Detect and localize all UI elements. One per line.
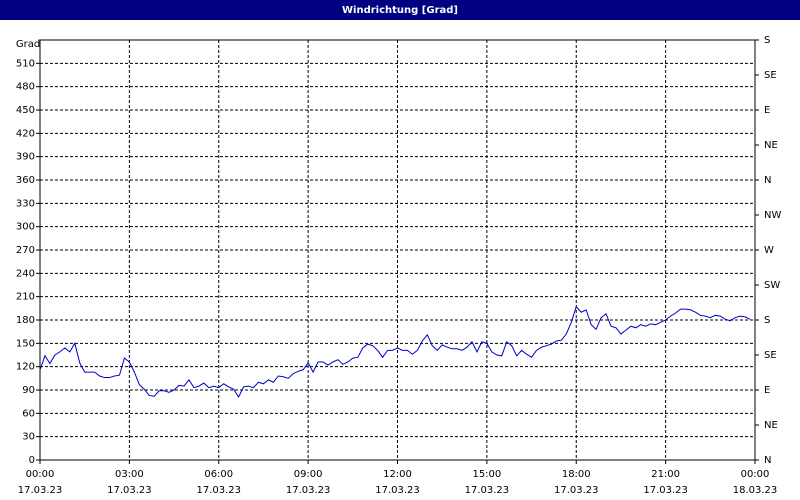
y2-tick-label: NW	[764, 210, 781, 221]
y2-tick-label: N	[764, 455, 771, 466]
y-tick-label: 270	[16, 245, 35, 256]
x-tick-label: 18:00	[562, 469, 591, 480]
x-tick-date: 17.03.23	[554, 485, 599, 496]
y2-tick-label: NE	[764, 420, 778, 431]
x-tick-label: 00:00	[741, 469, 770, 480]
y2-tick-label: NE	[764, 140, 778, 151]
y-tick-label: 0	[29, 455, 35, 466]
x-tick-date: 17.03.23	[643, 485, 688, 496]
y-tick-label: 120	[16, 362, 35, 373]
y-tick-label: 150	[16, 338, 35, 349]
y-tick-label: 300	[16, 222, 35, 233]
x-tick-date: 18.03.23	[733, 485, 778, 496]
x-tick-date: 17.03.23	[465, 485, 510, 496]
y-tick-label: 330	[16, 198, 35, 209]
y2-tick-label: SE	[764, 70, 777, 81]
title-bar	[0, 0, 800, 20]
x-tick-label: 12:00	[383, 469, 412, 480]
y2-tick-label: SW	[764, 280, 780, 291]
y-tick-label: 360	[16, 175, 35, 186]
x-tick-label: 03:00	[115, 469, 144, 480]
y2-tick-label: S	[764, 35, 770, 46]
y-tick-label: 450	[16, 105, 35, 116]
x-tick-date: 17.03.23	[18, 485, 63, 496]
x-tick-date: 17.03.23	[286, 485, 331, 496]
y-tick-label: 510	[16, 58, 35, 69]
y2-tick-label: W	[764, 245, 774, 256]
x-tick-label: 00:00	[26, 469, 55, 480]
x-tick-label: 15:00	[472, 469, 501, 480]
y2-tick-label: E	[764, 105, 770, 116]
y2-tick-label: E	[764, 385, 770, 396]
x-tick-date: 17.03.23	[107, 485, 152, 496]
y-axis-label: Grad	[16, 39, 40, 50]
y-tick-label: 60	[22, 408, 35, 419]
y-tick-label: 420	[16, 128, 35, 139]
data-line	[39, 305, 751, 399]
x-tick-date: 17.03.23	[196, 485, 241, 496]
y-tick-label: 180	[16, 315, 35, 326]
y2-tick-label: N	[764, 175, 771, 186]
y-tick-label: 240	[16, 268, 35, 279]
y-tick-label: 480	[16, 82, 35, 93]
x-tick-label: 21:00	[651, 469, 680, 480]
y-tick-label: 30	[22, 432, 35, 443]
x-tick-date: 17.03.23	[375, 485, 420, 496]
y2-tick-label: SE	[764, 350, 777, 361]
y-tick-label: 390	[16, 152, 35, 163]
y-tick-label: 90	[22, 385, 35, 396]
chart-title: Windrichtung [Grad]	[342, 5, 458, 16]
x-tick-label: 06:00	[204, 469, 233, 480]
y2-tick-label: S	[764, 315, 770, 326]
x-tick-label: 09:00	[294, 469, 323, 480]
y-tick-label: 210	[16, 292, 35, 303]
